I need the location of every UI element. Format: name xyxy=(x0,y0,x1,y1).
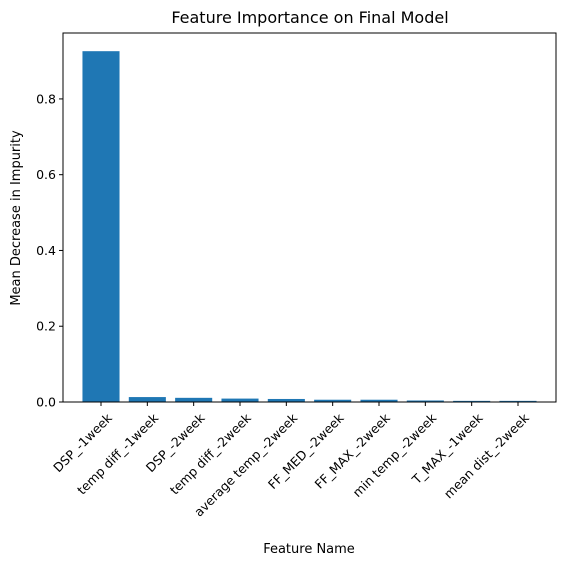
y-tick-label-0: 0.0 xyxy=(36,395,56,410)
bar-0 xyxy=(82,51,119,402)
bar-1 xyxy=(129,397,166,402)
chart-title: Feature Importance on Final Model xyxy=(171,8,448,27)
y-tick-label-3: 0.6 xyxy=(36,167,56,182)
y-tick-label-1: 0.2 xyxy=(36,319,56,334)
y-tick-label-2: 0.4 xyxy=(36,243,56,258)
bar-2 xyxy=(175,398,212,402)
y-tick-label-4: 0.8 xyxy=(36,91,56,106)
x-axis-label: Feature Name xyxy=(263,542,355,557)
bar-3 xyxy=(221,399,258,402)
y-axis-label: Mean Decrease in Impurity xyxy=(9,130,24,306)
